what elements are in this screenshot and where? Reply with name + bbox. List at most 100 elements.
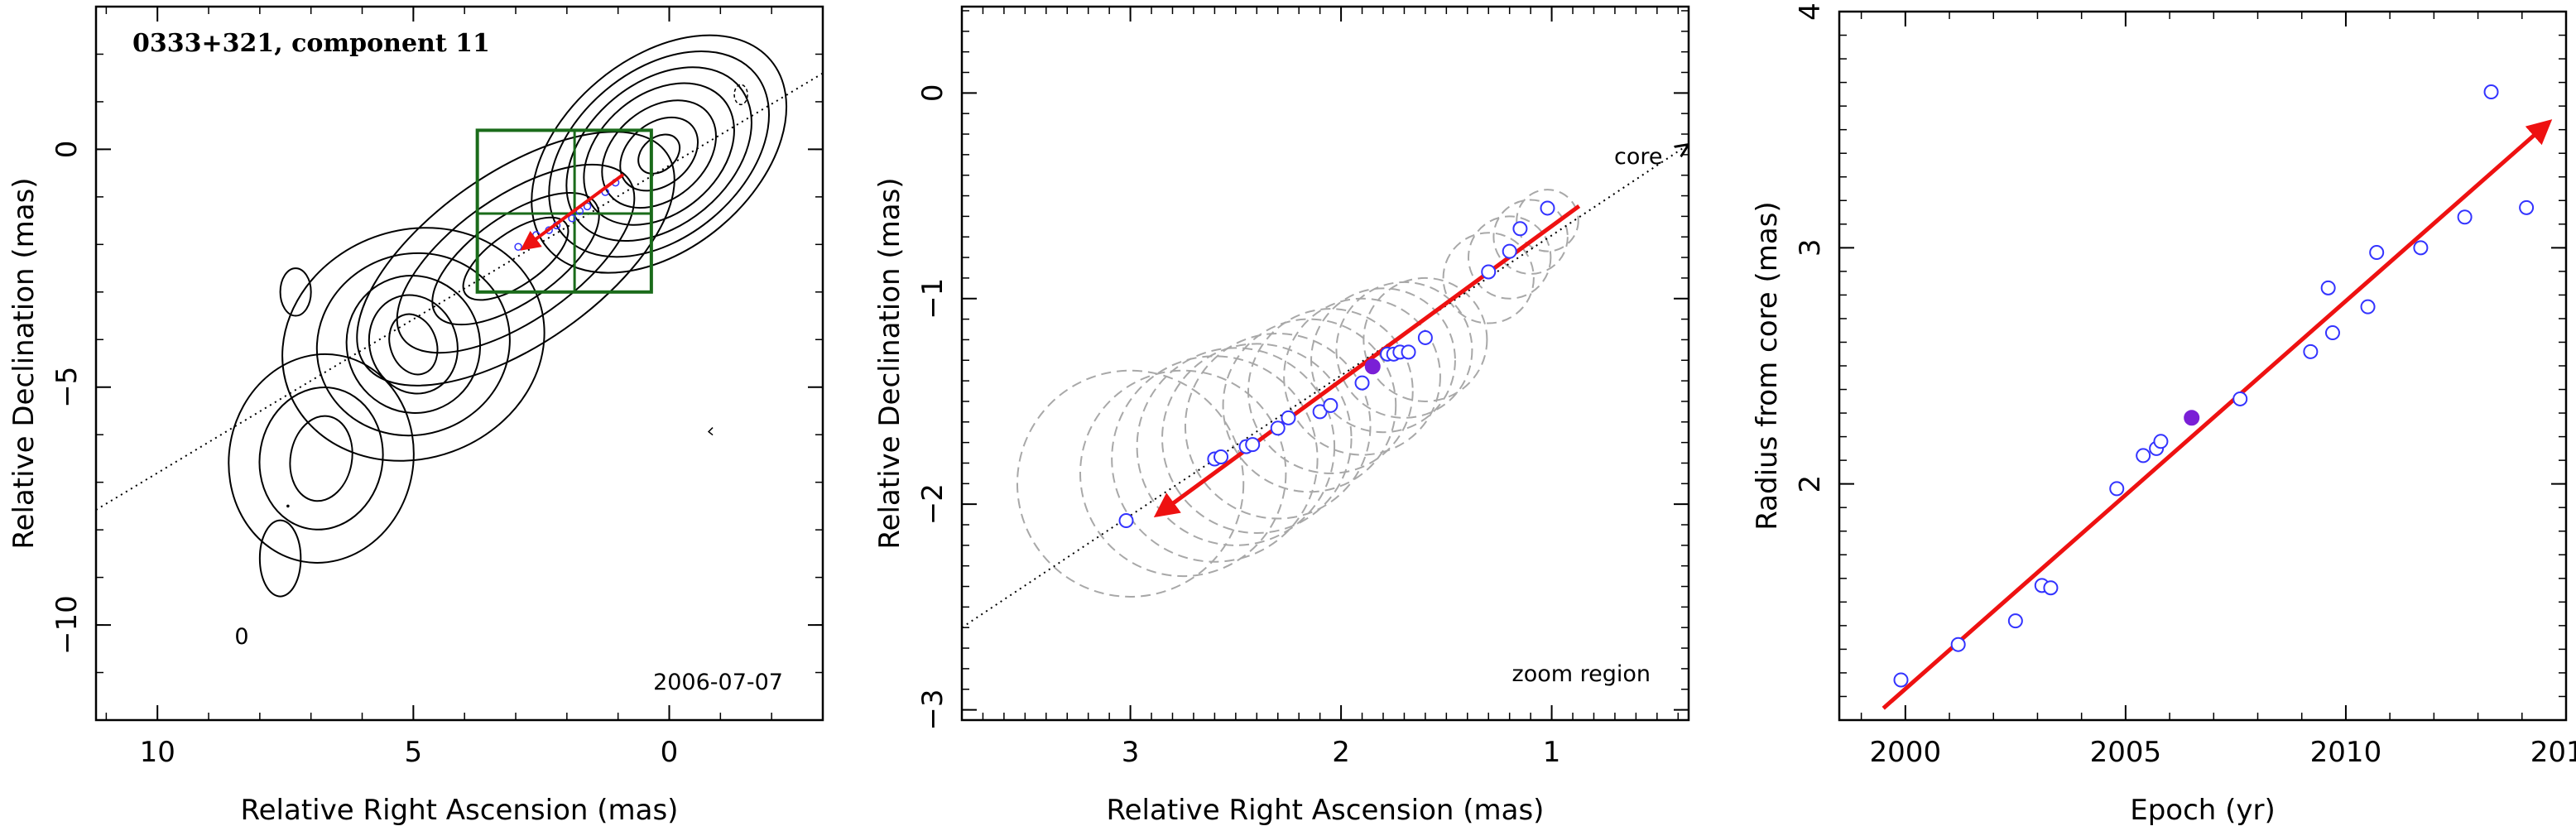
data-point [2043,580,2059,596]
date-label: 2006-07-07 [653,670,783,695]
component-size-circle [1016,369,1245,598]
component-position [568,214,576,223]
contour-line [531,34,788,274]
zoom-region-box [475,128,653,294]
contour-line [396,163,636,354]
x-tick-label: 10 [140,736,175,769]
tick-marks: 10 5 0 0 −5 −10 [50,6,824,769]
data-point [2413,240,2429,256]
contour-line [279,267,312,317]
x-axis-label: Relative Right Ascension (mas) [241,794,679,827]
fit-arrow [1882,119,2553,710]
panel-title: 0333+321, component 11 [132,29,490,58]
y-tick-label: −10 [50,595,84,655]
y-tick-label: 0 [50,141,84,159]
contour-line [565,66,752,243]
highlighted-epoch-point [2184,410,2200,426]
plot-frame [94,5,824,722]
y-tick-label: 4 [1794,2,1827,21]
y-tick-label: 3 [1794,239,1827,257]
data-point [2303,343,2319,359]
contour-line [637,133,681,175]
data-point [2109,481,2125,497]
data-point [2007,613,2023,629]
contour-lines [228,34,788,598]
x-tick-label: 1 [1543,736,1561,769]
jet-axis-line [96,72,823,511]
component-position [1214,449,1229,465]
panel-zoom-region: 3 2 1 0 −1 −2 −3 core zoom region Relative Rig… [873,5,1690,827]
component-size-circle [1184,332,1372,520]
contour-line [462,216,570,301]
contour-line [228,353,415,564]
component-position [1502,243,1517,259]
x-tick-label: 2015 [2530,736,2576,769]
contour-fragment [286,504,290,508]
data-point [2369,245,2385,261]
y-axis-label: Radius from core (mas) [1751,201,1784,530]
contour-line [583,82,735,226]
contour-line [619,116,699,192]
component-size-circle [1492,199,1569,275]
zoom-plot-marks [962,144,1689,629]
stray-label: 0 [234,624,248,650]
contour-line [388,313,439,376]
component-position [514,243,522,251]
data-point [2136,448,2151,464]
contour-line [258,387,384,531]
epoch-plot-marks [1882,84,2553,710]
x-tick-label: 2000 [1870,736,1942,769]
component-size-circle [1247,308,1414,474]
contour-line [289,415,353,502]
data-point [2320,280,2336,295]
y-tick-label: −5 [50,367,84,408]
component-position [1270,420,1286,436]
data-point [2483,84,2499,100]
component-size-circle [1079,369,1287,578]
component-position [1245,437,1261,453]
core-label: core [1614,144,1662,170]
negative-contour [733,84,748,106]
contour-line [548,50,770,258]
tick-marks: 3 2 1 0 −1 −2 −3 [916,7,1689,769]
y-axis-label: Relative Declination (mas) [7,177,41,549]
data-point [2519,199,2535,215]
contour-overlays [96,72,823,511]
component-position [1281,410,1296,425]
component-position [1354,375,1370,391]
highlighted-epoch-point [1364,358,1381,375]
component-size-circle [1111,355,1319,563]
component-size-circle [1283,297,1441,456]
component-size-circle [1442,232,1535,324]
component-position [1512,221,1528,237]
panel-radius-vs-epoch: 2000 2005 2010 2015 2 3 4 Epoch (yr) Radius fr… [1751,2,2576,827]
component-size-circle [1516,189,1579,252]
component-position [1417,329,1433,345]
motion-arrow [520,173,625,251]
data-point [2232,391,2248,406]
contour-line [345,275,482,415]
zoom-region-label: zoom region [1512,661,1651,687]
component-position [1540,200,1555,216]
data-point [1893,672,1909,688]
x-tick-label: 3 [1122,736,1140,769]
x-tick-label: 2010 [2310,736,2382,769]
contour-line [368,294,459,395]
contour-fragment [707,427,714,436]
data-point [2153,434,2169,449]
component-size-circle [1310,287,1456,434]
x-tick-label: 2005 [2090,736,2162,769]
component-position [1401,344,1416,360]
contour-line [601,99,717,209]
data-point [2360,299,2376,315]
y-axis-label: Relative Declination (mas) [873,177,906,549]
panel-contour-map: 10 5 0 0 −5 −10 0333+321, component 11 2006-0… [7,5,824,827]
tick-marks: 2000 2005 2010 2015 2 3 4 [1794,2,2576,769]
x-tick-label: 0 [661,736,679,769]
component-position [583,202,592,211]
x-tick-label: 5 [405,736,423,769]
y-tick-label: −3 [916,689,949,731]
data-point [1950,636,1966,652]
y-tick-label: −2 [916,483,949,525]
